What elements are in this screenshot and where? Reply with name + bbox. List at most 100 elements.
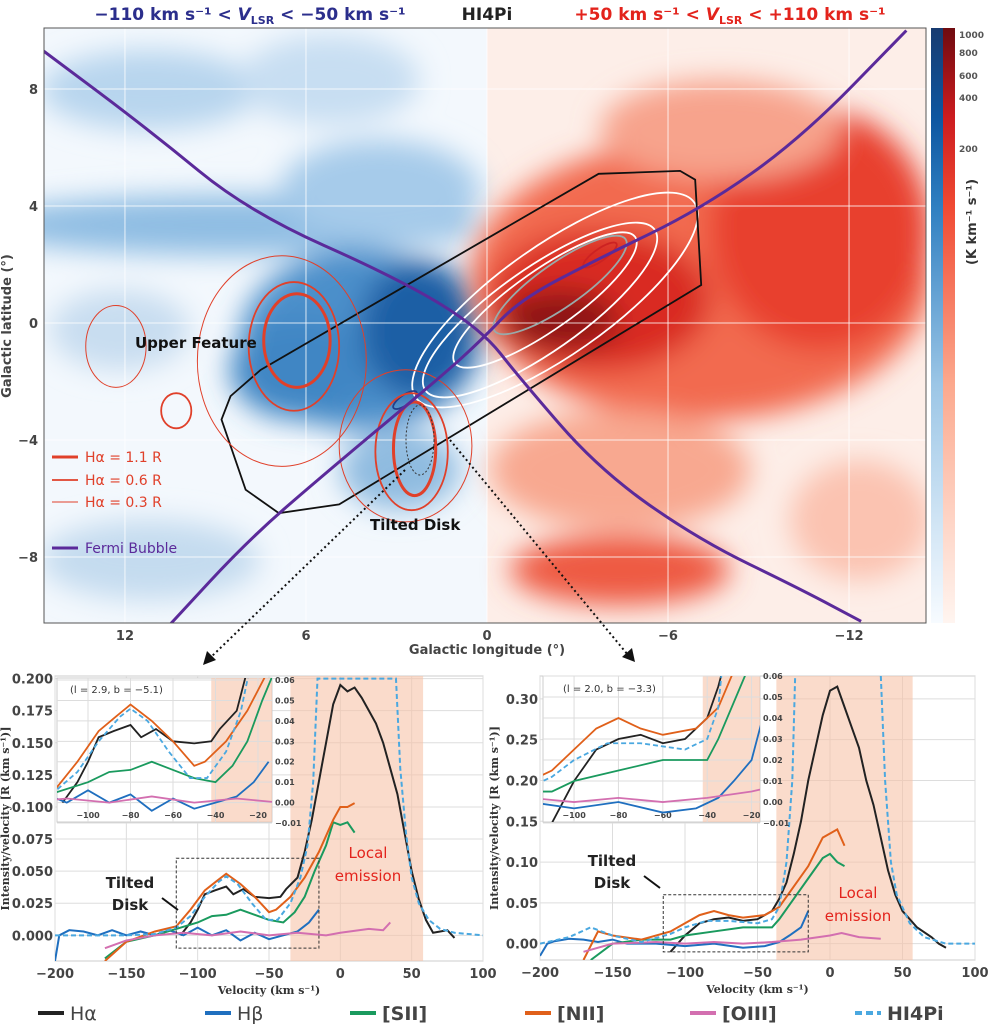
inset-ytick-label: 0.05 <box>763 693 783 702</box>
inset-ytick-label: 0.00 <box>275 799 295 808</box>
ytick-label: 0.00 <box>506 938 538 953</box>
arrow-to-right-panel <box>449 439 629 656</box>
position-label: (l = 2.9, b = −5.1) <box>70 685 163 696</box>
tilted-disk-label: Disk <box>594 874 632 892</box>
legend-label: Hα = 1.1 R <box>85 450 162 466</box>
inset-series-oiii <box>543 788 760 803</box>
inset-ytick-label: 0.05 <box>275 696 295 705</box>
map-ticks: 12 6 0 −6 −12 8 4 0 −4 −8 <box>18 83 863 644</box>
title-negative-velocity: −110 km s⁻¹ < VLSR < −50 km s⁻¹ <box>94 5 405 27</box>
local-emission-label: emission <box>335 867 402 885</box>
spectrum-panel-1: −200 −150 −100 −50 0 50 100 0.200 0.175 0.150 0.12… <box>0 673 497 997</box>
map-xtick-label: −12 <box>835 629 864 644</box>
inset-xtick-label: −100 <box>76 811 100 820</box>
series-hβ <box>55 909 320 961</box>
legend-label: HI4Pi <box>887 1003 944 1024</box>
map-frame <box>43 27 927 624</box>
series-nii <box>582 828 846 960</box>
ytick-label: 0.200 <box>12 673 53 688</box>
halpha-contour <box>85 304 147 388</box>
spectrum-panel-2: −200 −150 −100 −50 0 50 100 0.30 0.25 0.20 0.15 0.1… <box>488 672 989 996</box>
tilted-disk-box <box>662 894 809 953</box>
ytick-label: 0.20 <box>506 774 538 789</box>
spectra-panels: −200 −150 −100 −50 0 50 1000.2000.1750.1500.12… <box>0 672 989 997</box>
arrowhead-left <box>203 651 216 665</box>
tilted-disk-label: Tilted <box>106 874 155 892</box>
inset-lines <box>543 676 760 822</box>
spectrum-ylabel: Intensity/velocity [R (km s⁻¹)] <box>0 727 12 911</box>
tilted-disk-label: Tilted <box>588 852 637 870</box>
ytick-label: 0.025 <box>12 897 53 912</box>
map-ytick-label: 0 <box>29 317 38 332</box>
legend-item-hi4pi: HI4Pi <box>855 1003 944 1025</box>
legend-label: [OIII] <box>722 1003 777 1024</box>
legend-label: Hβ <box>237 1003 263 1024</box>
tilted-disk-label: Disk <box>112 896 150 914</box>
fermi-bubble-outline <box>44 29 908 623</box>
ytick-label: 0.05 <box>506 897 538 912</box>
inset-ytick-label: −0.01 <box>763 819 790 828</box>
halpha-contour <box>338 369 473 523</box>
series-hα <box>669 685 947 953</box>
inset-ytick-label: 0.00 <box>763 798 783 807</box>
hi-contour-black <box>220 169 703 515</box>
xtick-label: −100 <box>179 967 217 982</box>
tilted-disk-box <box>175 857 320 949</box>
red-emission <box>470 80 926 605</box>
ytick-label: 0.25 <box>506 734 538 749</box>
map-ytick-label: 8 <box>29 83 38 98</box>
inset-series-hα <box>61 678 247 804</box>
ytick-label: 0.15 <box>506 815 538 830</box>
inset-xtick-label: −20 <box>249 811 267 820</box>
legend-label: Hα = 0.6 R <box>85 473 162 489</box>
colorbar-tick-label: 600 <box>959 72 978 82</box>
tilted-disk-arrow <box>161 897 179 911</box>
ytick-label: 0.100 <box>12 801 53 816</box>
local-emission-band <box>290 676 424 961</box>
legend-label: [NII] <box>557 1003 604 1024</box>
series-hi4pi <box>55 677 483 937</box>
ytick-label: 0.125 <box>12 769 53 784</box>
title-hi4pi: HI4Pi <box>462 5 513 25</box>
inset-xtick-label: −40 <box>698 811 716 820</box>
inset-xtick-label: −80 <box>610 811 628 820</box>
colorbar-tick-label: 1000 <box>959 31 984 41</box>
local-emission-label: emission <box>825 907 892 925</box>
inset-series-hi4pi <box>543 676 723 783</box>
legend-item-nii: [NII] <box>525 1003 604 1025</box>
callout-arrows <box>209 439 629 659</box>
inset-lines <box>57 678 272 812</box>
colorbar-blue <box>931 28 943 623</box>
inset-series-hβ <box>543 724 760 814</box>
legend-item-sii: [SII] <box>350 1003 427 1025</box>
inset-ytick-label: 0.04 <box>275 717 295 726</box>
legend-item-oiii: [OIII] <box>690 1003 777 1025</box>
inset-xtick-label: −60 <box>164 811 182 820</box>
hi-map <box>44 28 926 623</box>
xtick-label: 0 <box>336 967 345 982</box>
xtick-label: 100 <box>469 967 496 982</box>
ytick-label: 0.075 <box>12 833 53 848</box>
ytick-label: 0.000 <box>12 929 53 944</box>
tilted-disk-marker <box>405 404 435 476</box>
local-emission-label: Local <box>349 844 388 862</box>
spectrum-xlabel: Velocity (km s⁻¹) <box>705 983 809 996</box>
inset-ytick-label: 0.06 <box>763 672 783 681</box>
map-legend-item: Hα = 0.3 R <box>52 495 162 511</box>
inset-ytick-label: −0.01 <box>275 819 302 828</box>
xtick-label: 100 <box>961 966 988 981</box>
colorbar-tick-label: 200 <box>959 145 978 155</box>
halpha-contour <box>391 400 438 498</box>
legend-label: Fermi Bubble <box>85 541 177 557</box>
halpha-contour <box>374 392 449 512</box>
ytick-label: 0.10 <box>506 856 538 871</box>
legend-label: Hα = 0.3 R <box>85 495 162 511</box>
halpha-contours <box>85 255 473 523</box>
fermi-bubble-curve <box>169 29 908 623</box>
inset-ytick-label: 0.06 <box>275 676 295 685</box>
colorbar-tick-label: 800 <box>959 49 978 59</box>
inset-zoom: −100 −80 −60 −40 −20 0.06 0.05 0.04 0.03 0.02 0.01… <box>542 672 790 828</box>
inset-series-oiii <box>57 795 272 804</box>
inset-series-hβ <box>57 761 270 812</box>
spectrum-ylabel: Intensity/velocity [R (km s⁻¹)] <box>488 726 501 910</box>
